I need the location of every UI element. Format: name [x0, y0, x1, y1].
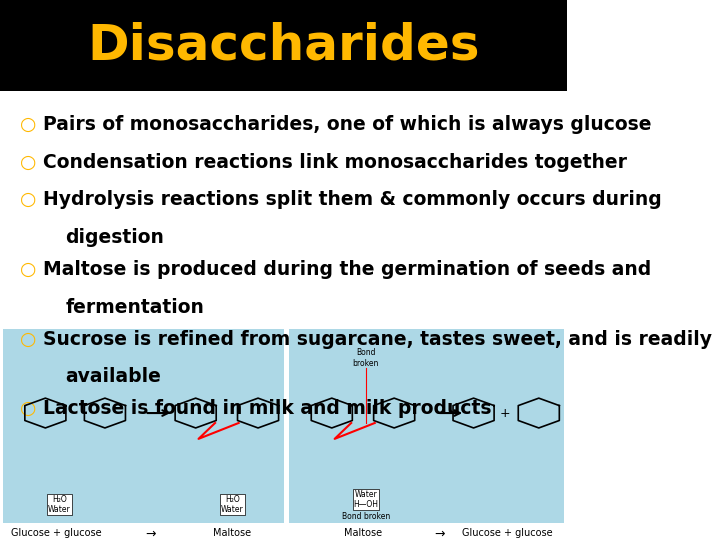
- Text: ○: ○: [20, 153, 36, 172]
- Text: Bond
broken: Bond broken: [353, 348, 379, 368]
- Text: ○: ○: [20, 260, 36, 279]
- FancyBboxPatch shape: [289, 329, 564, 523]
- Text: Water
H—OH: Water H—OH: [354, 490, 378, 509]
- Text: Pairs of monosaccharides, one of which is always glucose: Pairs of monosaccharides, one of which i…: [42, 115, 651, 134]
- Text: available: available: [66, 367, 161, 386]
- Text: ○: ○: [20, 190, 36, 210]
- Text: H₂O
Water: H₂O Water: [48, 495, 71, 514]
- Text: ○: ○: [20, 115, 36, 134]
- Text: H₂O
Water: H₂O Water: [221, 495, 244, 514]
- Text: Maltose: Maltose: [213, 528, 251, 538]
- Text: Condensation reactions link monosaccharides together: Condensation reactions link monosacchari…: [42, 153, 626, 172]
- Text: ○: ○: [20, 329, 36, 349]
- Text: Bond broken: Bond broken: [342, 512, 390, 522]
- Text: Maltose: Maltose: [344, 528, 382, 538]
- Text: Maltose is produced during the germination of seeds and: Maltose is produced during the germinati…: [42, 260, 651, 279]
- Text: Glucose + glucose: Glucose + glucose: [462, 528, 553, 538]
- FancyBboxPatch shape: [0, 0, 567, 91]
- Text: →: →: [434, 528, 445, 540]
- Text: fermentation: fermentation: [66, 298, 204, 316]
- Text: +: +: [500, 407, 510, 420]
- Text: Sucrose is refined from sugarcane, tastes sweet, and is readily: Sucrose is refined from sugarcane, taste…: [42, 329, 711, 349]
- Text: Hydrolysis reactions split them & commonly occurs during: Hydrolysis reactions split them & common…: [42, 190, 661, 210]
- Text: Disaccharides: Disaccharides: [87, 22, 480, 70]
- FancyBboxPatch shape: [3, 329, 284, 523]
- Text: Lactose is found in milk and milk products: Lactose is found in milk and milk produc…: [42, 399, 491, 418]
- Text: →: →: [145, 528, 156, 540]
- Text: Glucose + glucose: Glucose + glucose: [12, 528, 102, 538]
- Text: ○: ○: [20, 399, 36, 418]
- Text: digestion: digestion: [66, 228, 164, 247]
